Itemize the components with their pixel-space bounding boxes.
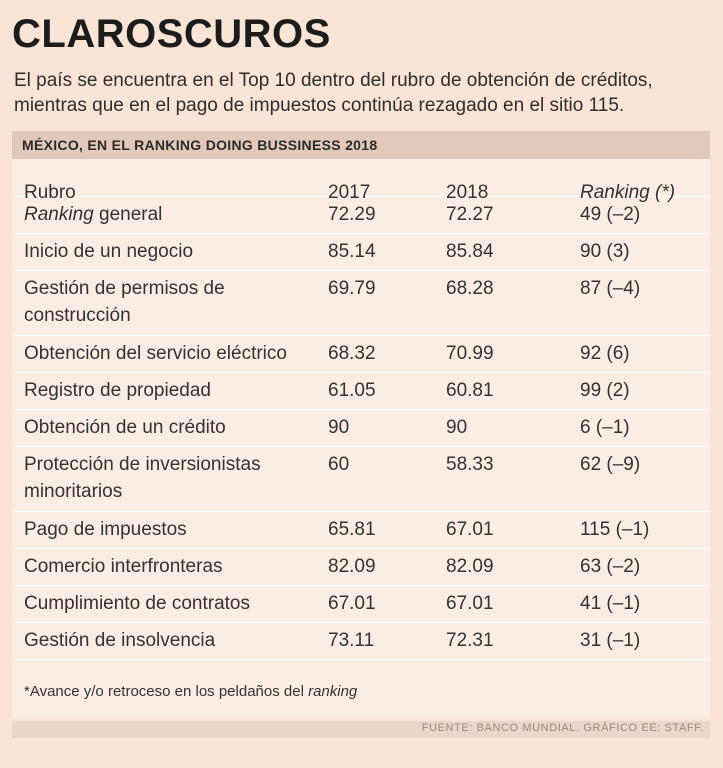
subtitle-line-1: El país se encuentra en el Top 10 dentro…	[14, 70, 653, 91]
cell-2017: 82.09	[328, 556, 376, 577]
cell-ranking: 99 (2)	[580, 380, 630, 401]
table-header-bar: MÉXICO, EN EL RANKING DOING BUSSINESS 20…	[12, 131, 710, 159]
cell-rubro: Obtención de un crédito	[24, 414, 314, 441]
cell-2017: 60	[328, 454, 350, 475]
cell-rubro-line: Obtención de un crédito	[24, 417, 226, 438]
table-row: Registro de propiedad 61.05 60.81 99 (2)	[12, 372, 710, 410]
cell-2018: 82.09	[446, 556, 494, 577]
table-row: Obtención de un crédito 90 90 6 (–1)	[12, 409, 710, 447]
table-row: Gestión de permisos de construcción 69.79 6…	[12, 270, 710, 336]
cell-ranking: 6 (–1)	[580, 417, 630, 438]
footnote-text: *Avance y/o retroceso en los peldaños de…	[24, 683, 358, 700]
cell-ranking: 41 (–1)	[580, 593, 641, 614]
table-header-row: Rubro 2017 2018 Ranking (*)	[12, 159, 710, 203]
cell-2018: 72.27	[446, 204, 494, 225]
cell-rubro: Comercio interfronteras	[24, 553, 314, 580]
cell-ranking: 115 (–1)	[580, 519, 650, 540]
column-header-2018: 2018	[446, 182, 489, 203]
cell-rubro-line: Inicio de un negocio	[24, 241, 194, 262]
cell-ranking: 90 (3)	[580, 241, 630, 262]
cell-2018: 60.81	[446, 380, 494, 401]
cell-2017: 90	[328, 417, 350, 438]
table-title: MÉXICO, EN EL RANKING DOING BUSSINESS 20…	[22, 137, 378, 153]
table-row: Gestión de insolvencia 73.11 72.31 31 (–1)	[12, 622, 710, 660]
cell-rubro: Protección de inversionistas minoritarios	[24, 451, 314, 505]
cell-2018: 90	[446, 417, 468, 438]
cell-rubro-line: Comercio interfronteras	[24, 556, 223, 577]
cell-rubro-line: minoritarios	[24, 481, 123, 502]
table-row: Comercio interfronteras 82.09 82.09 63 (–2)	[12, 548, 710, 586]
table-row: Pago de impuestos 65.81 67.01 115 (–1)	[12, 511, 710, 549]
cell-rubro-line: Pago de impuestos	[24, 519, 187, 540]
cell-2017: 68.32	[328, 343, 376, 364]
cell-rubro: Inicio de un negocio	[24, 238, 314, 265]
cell-rubro: Cumplimiento de contratos	[24, 590, 314, 617]
cell-ranking: 31 (–1)	[580, 630, 641, 651]
subtitle-line-2: mientras que en el pago de impuestos con…	[14, 95, 625, 116]
cell-2017: 72.29	[328, 204, 376, 225]
cell-rubro-line: Gestión de insolvencia	[24, 630, 216, 651]
table-row: Ranking general 72.29 72.27 49 (–2)	[12, 196, 710, 234]
cell-2018: 72.31	[446, 630, 494, 651]
ranking-table: Rubro 2017 2018 Ranking (*) Ranking gene…	[12, 159, 710, 719]
column-header-2017: 2017	[328, 182, 371, 203]
table-row: Cumplimiento de contratos 67.01 67.01 41 (–…	[12, 585, 710, 623]
source-credit: FUENTE: BANCO MUNDIAL. GRÁFICO EE: STAFF…	[421, 722, 704, 734]
cell-2017: 73.11	[328, 630, 375, 651]
cell-rubro: Obtención del servicio eléctrico	[24, 340, 314, 367]
cell-rubro: Gestión de permisos de construcción	[24, 275, 314, 329]
cell-2017: 69.79	[328, 278, 376, 299]
column-header-ranking: Ranking (*)	[580, 182, 676, 203]
cell-rubro: Gestión de insolvencia	[24, 627, 314, 654]
source-bar: FUENTE: BANCO MUNDIAL. GRÁFICO EE: STAFF…	[12, 721, 710, 738]
cell-ranking: 87 (–4)	[580, 278, 641, 299]
cell-rubro-line: Obtención del servicio eléctrico	[24, 343, 287, 364]
cell-ranking: 92 (6)	[580, 343, 630, 364]
cell-2018: 58.33	[446, 454, 494, 475]
cell-2017: 61.05	[328, 380, 376, 401]
cell-2017: 85.14	[328, 241, 376, 262]
cell-rubro-line: Cumplimiento de contratos	[24, 593, 250, 614]
cell-2018: 85.84	[446, 241, 494, 262]
table-row: Obtención del servicio eléctrico 68.32 70.…	[12, 335, 710, 373]
cell-rubro: Pago de impuestos	[24, 516, 314, 543]
cell-2018: 67.01	[446, 593, 494, 614]
cell-2018: 68.28	[446, 278, 494, 299]
table-row: Inicio de un negocio 85.14 85.84 90 (3)	[12, 233, 710, 271]
infographic-title: CLAROSCUROS	[12, 12, 331, 56]
table-row: Protección de inversionistas minoritarios…	[12, 446, 710, 512]
cell-rubro: Ranking general	[24, 201, 314, 228]
cell-rubro: Registro de propiedad	[24, 377, 314, 404]
cell-rubro-line: Ranking general	[24, 204, 163, 225]
footnote: *Avance y/o retroceso en los peldaños de…	[24, 683, 357, 700]
column-header-rubro: Rubro	[24, 182, 76, 203]
cell-rubro-line: Gestión de permisos de	[24, 278, 225, 299]
cell-rubro-line: Registro de propiedad	[24, 380, 211, 401]
cell-ranking: 49 (–2)	[580, 204, 641, 225]
cell-2017: 67.01	[328, 593, 376, 614]
cell-2018: 70.99	[446, 343, 494, 364]
cell-2018: 67.01	[446, 519, 494, 540]
infographic-subtitle: El país se encuentra en el Top 10 dentro…	[14, 68, 714, 118]
cell-rubro-line: construcción	[24, 305, 131, 326]
cell-ranking: 62 (–9)	[580, 454, 641, 475]
cell-ranking: 63 (–2)	[580, 556, 641, 577]
cell-2017: 65.81	[328, 519, 376, 540]
cell-rubro-line: Protección de inversionistas	[24, 454, 261, 475]
